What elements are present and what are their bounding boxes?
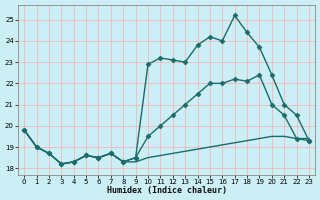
X-axis label: Humidex (Indice chaleur): Humidex (Indice chaleur) [107,186,227,195]
